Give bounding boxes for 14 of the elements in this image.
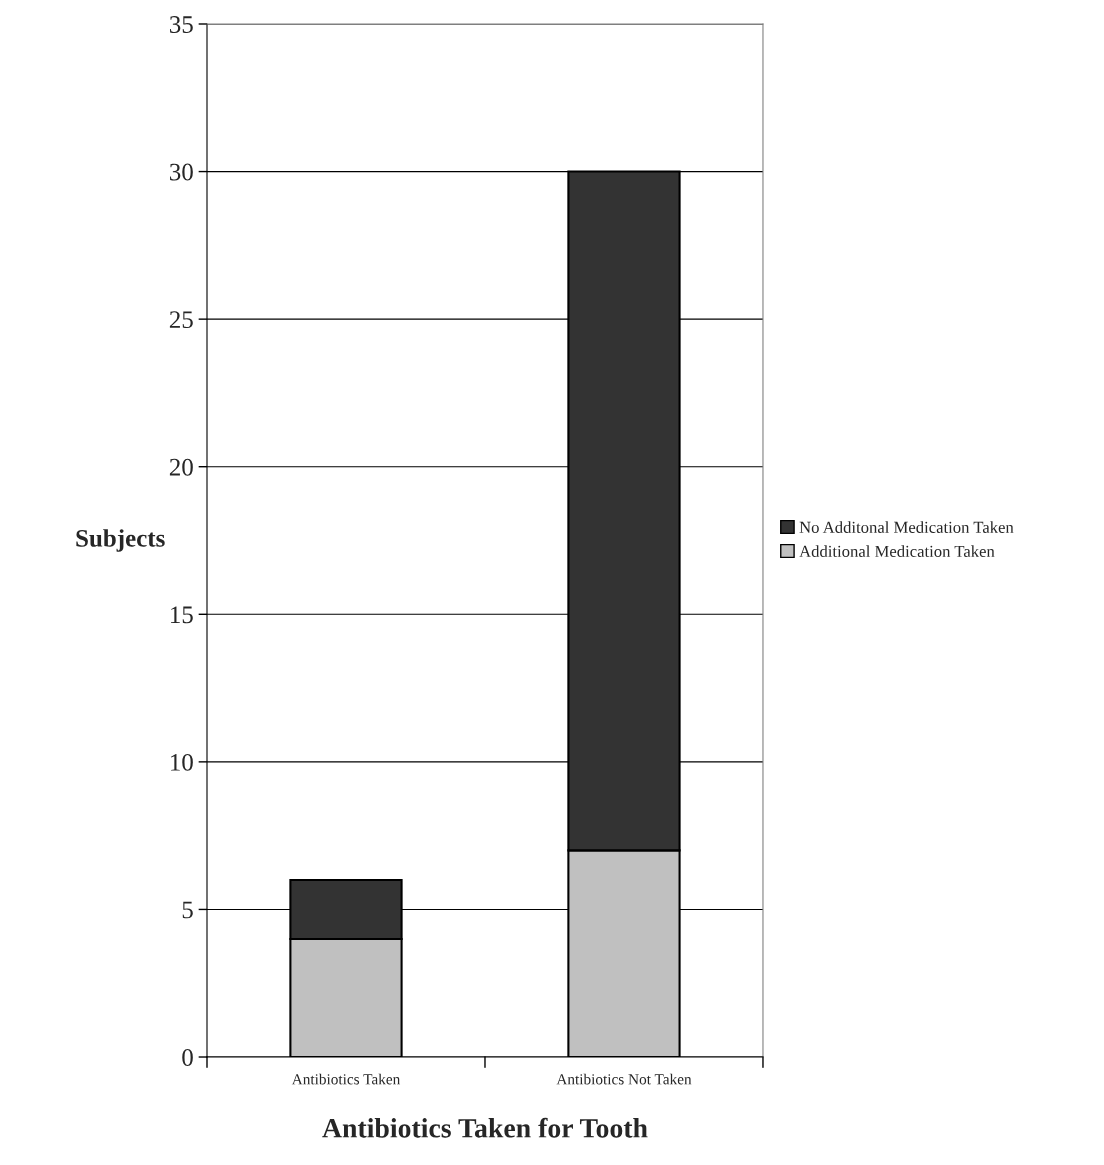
y-tick-label: 35 [170, 16, 193, 33]
y-tick-label: 25 [169, 311, 193, 329]
y-tick-label: 10 [171, 753, 193, 771]
y-tick-label: 30 [170, 163, 193, 181]
x-tick-label: Antibiotics Taken [291, 1073, 401, 1085]
legend-label: No Additonal Medication Taken [799, 521, 1014, 533]
y-tick-label: 0 [182, 1049, 193, 1066]
y-tick-label: 15 [171, 606, 193, 624]
legend-label: Additional Medication Taken [799, 545, 995, 557]
y-tick-label: 20 [169, 458, 193, 476]
x-tick-label: Antibiotics Not Taken [556, 1073, 692, 1085]
y-axis-title: Subjects [76, 529, 165, 552]
y-tick-label: 5 [182, 901, 193, 919]
x-axis-title: Antibiotics Taken for Tooth [322, 1117, 648, 1138]
